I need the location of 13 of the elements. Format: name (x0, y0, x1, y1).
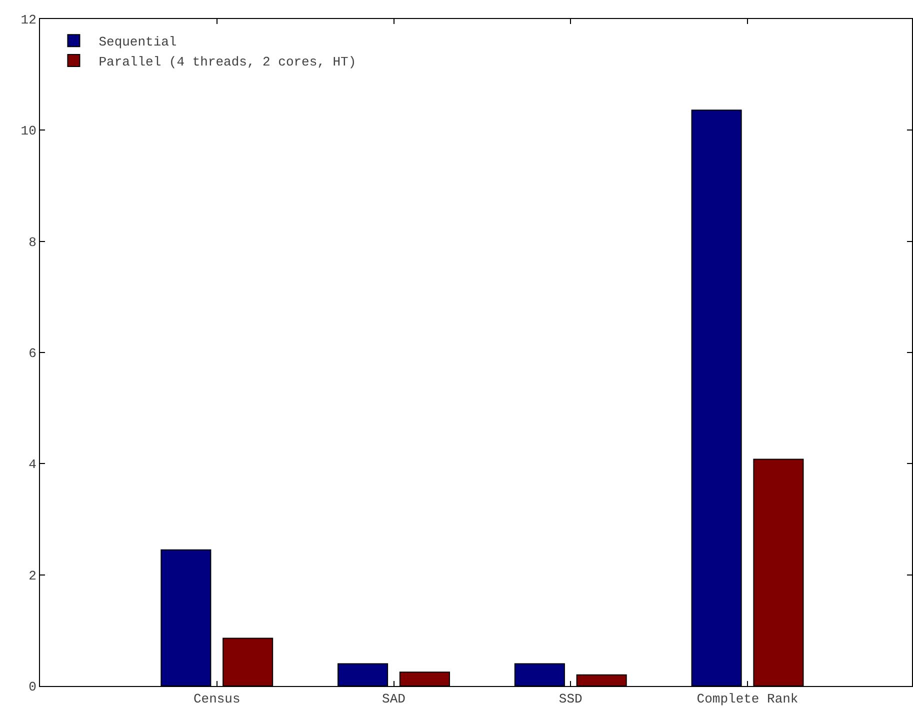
y-tick-label: 4 (28, 457, 37, 472)
y-tick-label: 0 (28, 680, 36, 695)
x-tick-label: Complete Rank (696, 692, 798, 707)
x-tick-label: Census (193, 692, 240, 707)
legend-label: Sequential (98, 34, 177, 50)
y-tick-label: 2 (28, 568, 36, 584)
y-tick-label: 12 (20, 12, 36, 28)
x-tick-label: SAD (382, 692, 406, 707)
y-tick-label: 10 (20, 124, 36, 139)
y-tick-label: 6 (28, 346, 36, 362)
legend-label: Parallel (4 threads, 2 cores, HT) (98, 54, 356, 70)
x-tick-label: SSD (558, 692, 583, 707)
y-tick-label: 8 (28, 234, 36, 250)
